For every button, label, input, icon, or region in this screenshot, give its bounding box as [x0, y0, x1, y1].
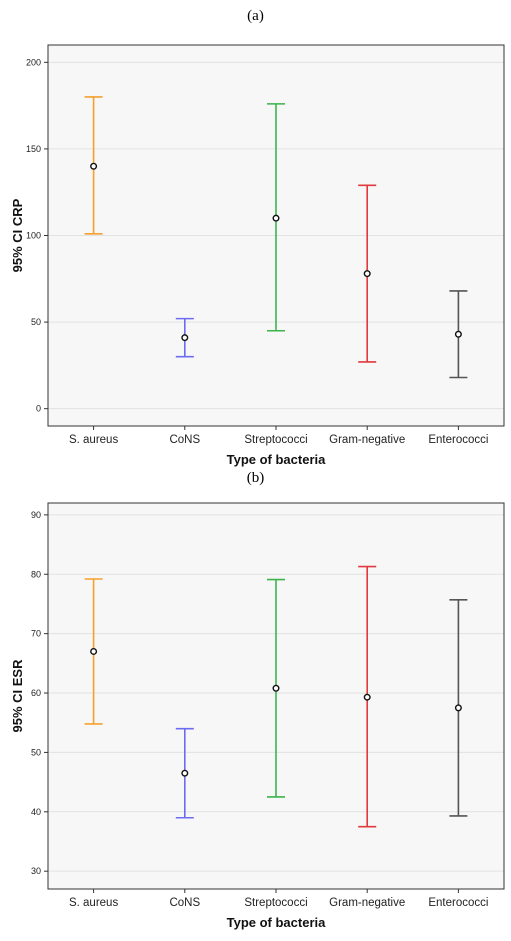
- mean-point: [272, 684, 280, 692]
- x-axis-title: Type of bacteria: [227, 452, 327, 467]
- y-tick-label: 100: [26, 231, 41, 241]
- mean-point: [90, 647, 98, 655]
- mean-point: [454, 704, 462, 712]
- y-tick-label: 50: [31, 747, 41, 757]
- x-tick-label: Streptococci: [244, 897, 307, 909]
- y-tick-label: 60: [31, 688, 41, 698]
- x-tick-label: S. aureus: [69, 434, 118, 446]
- x-tick-label: Gram-negative: [329, 897, 405, 909]
- mean-point: [181, 769, 189, 777]
- chart-crp: 0 50 100 150 200 S. aureus CoNS Streptococci Gra…: [10, 44, 505, 467]
- x-tick-label: Enterococci: [428, 897, 488, 909]
- y-tick-label: 70: [31, 629, 41, 639]
- y-axis-title: 95% CI ESR: [10, 659, 25, 733]
- y-tick-label: 150: [26, 144, 41, 154]
- y-tick-label: 90: [31, 510, 41, 520]
- mean-point: [363, 693, 371, 701]
- x-axis-title: Type of bacteria: [227, 915, 327, 930]
- panel-b-label: (b): [246, 470, 265, 486]
- y-tick-label: 40: [31, 807, 41, 817]
- y-tick-label: 80: [31, 569, 41, 579]
- mean-point: [181, 334, 189, 342]
- y-tick-label: 30: [31, 866, 41, 876]
- x-tick-label: Enterococci: [428, 434, 488, 446]
- mean-point: [363, 270, 371, 278]
- mean-point: [272, 214, 280, 222]
- panel-a-label: (a): [247, 8, 264, 24]
- mean-point: [454, 330, 462, 338]
- x-tick-label: CoNS: [169, 434, 200, 446]
- x-tick-label: Gram-negative: [329, 434, 405, 446]
- x-tick-label: S. aureus: [69, 897, 118, 909]
- x-tick-label: Streptococci: [244, 434, 307, 446]
- x-tick-label: CoNS: [169, 897, 200, 909]
- y-tick-label: 200: [26, 57, 41, 67]
- y-tick-label: 50: [31, 317, 41, 327]
- y-tick-label: 0: [36, 404, 41, 414]
- chart-esr: 30 40 50 60 70 80 90 S. aureus CoNS Streptococci G…: [10, 502, 505, 930]
- mean-point: [90, 162, 98, 170]
- y-axis-title: 95% CI CRP: [10, 198, 25, 272]
